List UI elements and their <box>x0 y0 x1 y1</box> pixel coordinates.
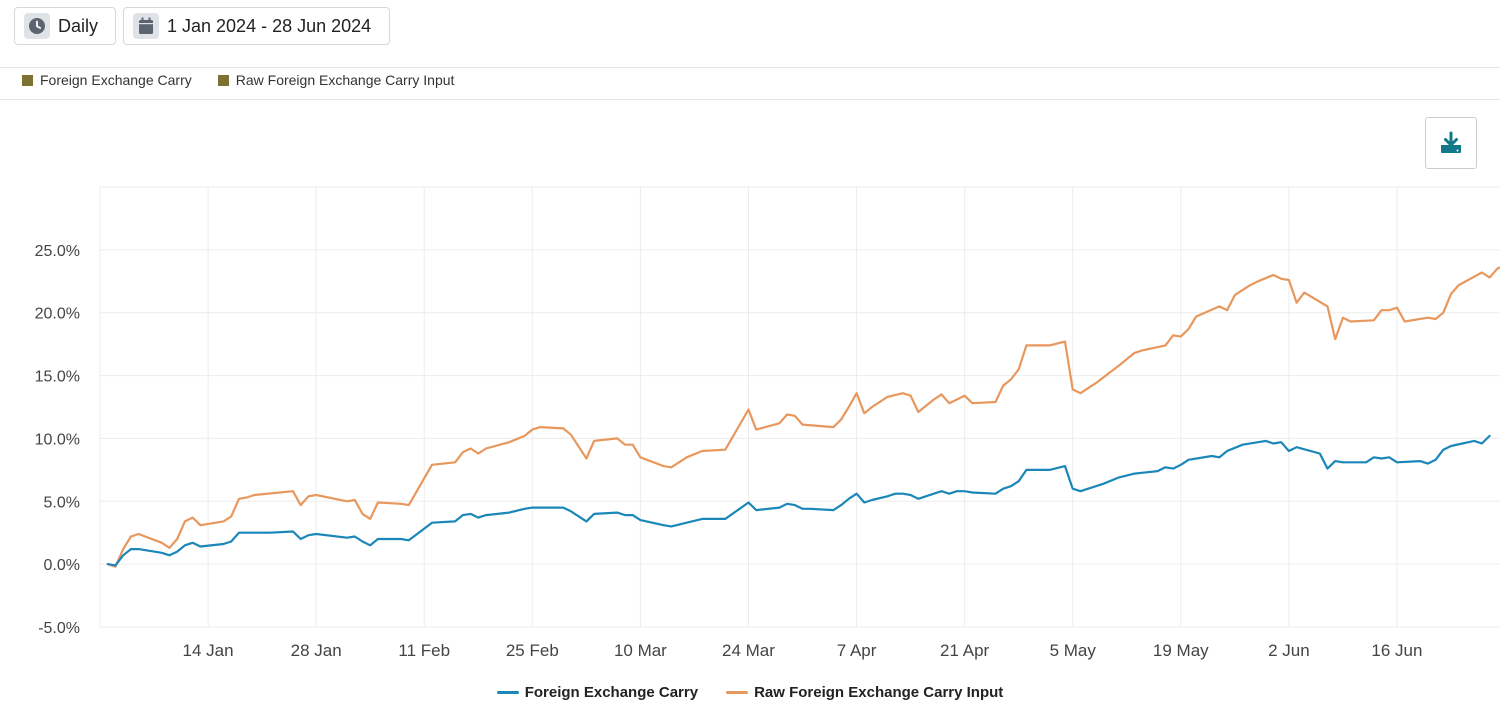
period-selector-button[interactable]: Daily <box>14 7 116 45</box>
x-tick-label: 21 Apr <box>940 641 989 660</box>
download-button[interactable] <box>1425 117 1477 169</box>
y-tick-label: 5.0% <box>44 494 80 511</box>
period-label: Daily <box>58 15 99 36</box>
x-tick-label: 24 Mar <box>722 641 775 660</box>
toolbar-divider <box>0 67 1500 68</box>
toolbar: Daily 1 Jan 2024 - 28 Jun 2024 <box>14 7 390 47</box>
x-tick-label: 10 Mar <box>614 641 667 660</box>
y-tick-label: 0.0% <box>44 557 80 574</box>
x-tick-label: 2 Jun <box>1268 641 1310 660</box>
clock-icon <box>24 13 50 39</box>
y-tick-label: 15.0% <box>35 369 80 386</box>
y-tick-label: 20.0% <box>35 306 80 323</box>
x-tick-label: 19 May <box>1153 641 1209 660</box>
x-tick-label: 11 Feb <box>398 641 450 660</box>
top-legend-label: Raw Foreign Exchange Carry Input <box>235 72 455 88</box>
date-range-label: 1 Jan 2024 - 28 Jun 2024 <box>167 15 372 36</box>
top-legend: Foreign Exchange Carry Raw Foreign Excha… <box>22 72 454 88</box>
x-tick-label: 16 Jun <box>1371 641 1422 660</box>
legend-line-swatch <box>726 691 749 694</box>
x-tick-label: 28 Jan <box>291 641 342 660</box>
y-tick-label: 10.0% <box>35 431 80 448</box>
date-range-button[interactable]: 1 Jan 2024 - 28 Jun 2024 <box>123 7 390 45</box>
legend-swatch <box>217 74 229 86</box>
x-tick-label: 14 Jan <box>183 641 234 660</box>
x-tick-label: 25 Feb <box>506 641 559 660</box>
chart-legend: Foreign Exchange Carry Raw Foreign Excha… <box>0 684 1500 701</box>
calendar-icon <box>133 13 159 39</box>
legend-item-fx-carry[interactable]: Foreign Exchange Carry <box>496 684 699 701</box>
legend-item-raw-input[interactable]: Raw Foreign Exchange Carry Input <box>726 684 1003 701</box>
y-tick-label: -5.0% <box>38 620 80 637</box>
x-tick-label: 7 Apr <box>837 641 877 660</box>
top-legend-item-fx-carry[interactable]: Foreign Exchange Carry <box>22 72 192 88</box>
y-tick-label: 25.0% <box>35 243 80 260</box>
legend-divider <box>0 99 1500 100</box>
download-icon <box>1441 131 1461 153</box>
legend-line-swatch <box>496 691 519 694</box>
legend-swatch <box>22 74 33 86</box>
top-legend-label: Foreign Exchange Carry <box>40 72 192 88</box>
legend-label: Foreign Exchange Carry <box>524 684 699 701</box>
series-line-fx-carry <box>106 434 1491 567</box>
x-tick-label: 5 May <box>1050 641 1097 660</box>
legend-label: Raw Foreign Exchange Carry Input <box>754 684 1004 701</box>
top-legend-item-raw-input[interactable]: Raw Foreign Exchange Carry Input <box>217 72 455 88</box>
series-line-raw-input <box>106 266 1500 568</box>
